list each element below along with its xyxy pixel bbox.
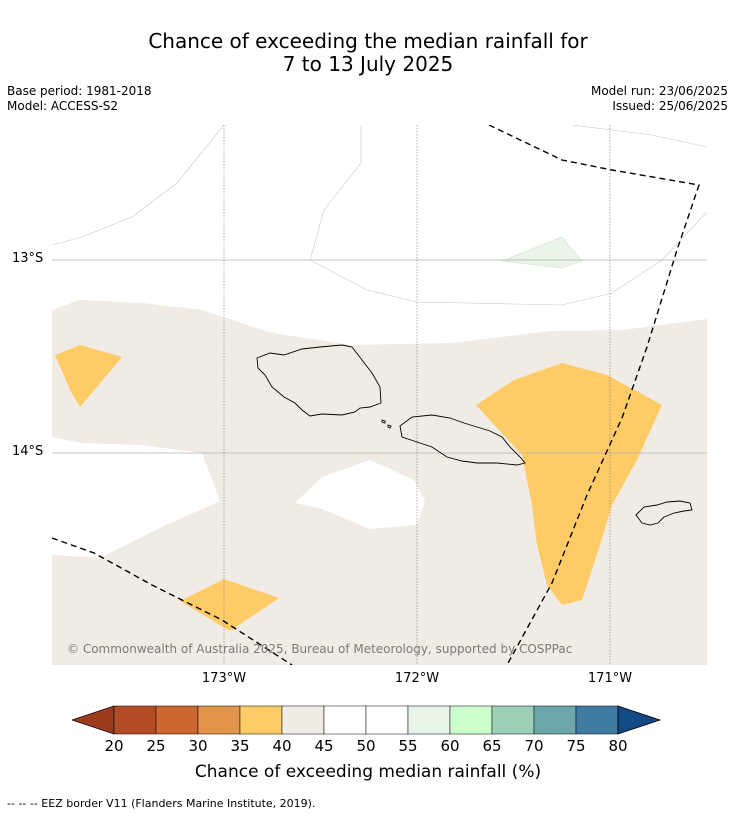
colorbar-segment bbox=[281, 705, 325, 735]
colorbar-tick-label: 35 bbox=[230, 737, 250, 755]
lon-label-173w: 173°W bbox=[201, 671, 247, 686]
eez-borders bbox=[52, 125, 700, 665]
model-run: Model run: 23/06/2025 bbox=[590, 84, 728, 98]
island-apolima bbox=[387, 424, 392, 429]
base-period: Base period: 1981-2018 bbox=[7, 84, 152, 98]
colorbar-extend-low bbox=[70, 705, 115, 735]
colorbar-tick-label: 50 bbox=[356, 737, 376, 755]
colorbar-svg bbox=[70, 705, 662, 735]
colorbar-tick-label: 70 bbox=[524, 737, 544, 755]
coastlines bbox=[256, 344, 693, 526]
colorbar-label: Chance of exceeding median rainfall (%) bbox=[194, 762, 542, 782]
eez-footnote: -- -- -- EEZ border V11 (Flanders Marine… bbox=[7, 797, 316, 810]
region-35-40-east bbox=[476, 363, 662, 605]
island-upolu bbox=[399, 414, 526, 466]
title-line-1: Chance of exceeding the median rainfall … bbox=[148, 29, 588, 53]
colorbar-tick-label: 60 bbox=[440, 737, 460, 755]
colorbar-tick-label: 25 bbox=[146, 737, 166, 755]
colorbar-segment bbox=[239, 705, 283, 735]
colorbar-segment bbox=[491, 705, 535, 735]
region-35-40-west bbox=[55, 345, 122, 407]
meta-right: Model run: 23/06/2025 Issued: 25/06/2025 bbox=[591, 84, 728, 114]
island-manono bbox=[381, 419, 386, 424]
region-55-60 bbox=[501, 236, 583, 269]
colorbar-segment bbox=[407, 705, 451, 735]
gridlines bbox=[52, 125, 707, 665]
meta-left: Base period: 1981-2018 Model: ACCESS-S2 bbox=[7, 84, 152, 114]
lat-label-13s: 13°S bbox=[12, 251, 44, 266]
colorbar-segment bbox=[533, 705, 577, 735]
region-45-55 bbox=[295, 460, 425, 529]
island-savaii bbox=[256, 344, 382, 417]
region-35-40-south bbox=[180, 579, 279, 631]
issued-date: Issued: 25/06/2025 bbox=[612, 99, 728, 113]
colorbar-tick-label: 40 bbox=[272, 737, 292, 755]
colorbar-segment bbox=[197, 705, 241, 735]
colorbar-segment bbox=[365, 705, 409, 735]
lat-label-14s: 14°S bbox=[12, 444, 44, 459]
colorbar-segment bbox=[575, 705, 619, 735]
colorbar-segment bbox=[155, 705, 199, 735]
lon-label-172w: 172°W bbox=[394, 671, 440, 686]
lon-label-171w: 171°W bbox=[587, 671, 633, 686]
island-tutuila bbox=[635, 500, 693, 526]
map-panel bbox=[52, 125, 707, 665]
colorbar-segment bbox=[323, 705, 367, 735]
map-title: Chance of exceeding the median rainfall … bbox=[0, 30, 736, 76]
copyright-notice: © Commonwealth of Australia 2025, Bureau… bbox=[67, 642, 573, 656]
colorbar-segment bbox=[113, 705, 157, 735]
colorbar-tick-label: 30 bbox=[188, 737, 208, 755]
title-line-2: 7 to 13 July 2025 bbox=[282, 52, 454, 76]
colorbar bbox=[70, 705, 664, 741]
colorbar-tick-label: 45 bbox=[314, 737, 334, 755]
contour-lines bbox=[52, 125, 707, 306]
colorbar-tick-label: 55 bbox=[398, 737, 418, 755]
colorbar-extend-high bbox=[617, 705, 662, 735]
colorbar-segment bbox=[449, 705, 493, 735]
model-name: Model: ACCESS-S2 bbox=[7, 99, 119, 113]
colorbar-tick-label: 75 bbox=[566, 737, 586, 755]
map-canvas bbox=[52, 125, 707, 665]
colorbar-tick-label: 80 bbox=[608, 737, 628, 755]
colorbar-tick-label: 65 bbox=[482, 737, 502, 755]
colorbar-tick-label: 20 bbox=[104, 737, 124, 755]
